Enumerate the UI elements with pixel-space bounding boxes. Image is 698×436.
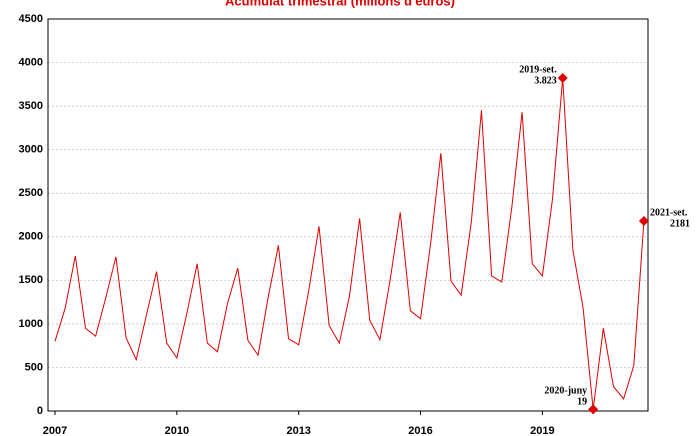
point-marker — [557, 72, 568, 83]
x-tick-label: 2010 — [165, 425, 189, 436]
y-tick-label: 500 — [25, 361, 43, 373]
value-label: 2181 — [670, 218, 690, 229]
y-tick-label: 4000 — [19, 56, 43, 68]
chart-title: Acumulat trimestral (milions d'euros) — [225, 0, 455, 8]
plot-frame — [47, 18, 649, 412]
y-tick-label: 3000 — [19, 144, 43, 156]
point-label: 2019-set. — [519, 64, 557, 75]
point-marker — [588, 404, 599, 415]
x-tick-label: 2016 — [408, 425, 432, 436]
value-label: 3.823 — [534, 75, 557, 86]
x-tick-label: 2013 — [286, 425, 310, 436]
y-tick-label: 2500 — [19, 187, 43, 199]
value-label: 19 — [577, 397, 587, 408]
y-tick-label: 2000 — [19, 231, 43, 243]
x-tick-label: 2019 — [530, 425, 554, 436]
y-tick-label: 1500 — [19, 274, 43, 286]
y-tick-label: 1000 — [19, 318, 43, 330]
point-label: 2020-juny — [544, 386, 587, 397]
y-tick-label: 0 — [37, 405, 43, 417]
y-tick-label: 4500 — [19, 13, 43, 25]
y-tick-label: 3500 — [19, 100, 43, 112]
point-label: 2021-set. — [650, 207, 688, 218]
point-marker — [638, 216, 649, 227]
x-tick-label: 2007 — [43, 425, 67, 436]
data-line — [54, 77, 645, 410]
